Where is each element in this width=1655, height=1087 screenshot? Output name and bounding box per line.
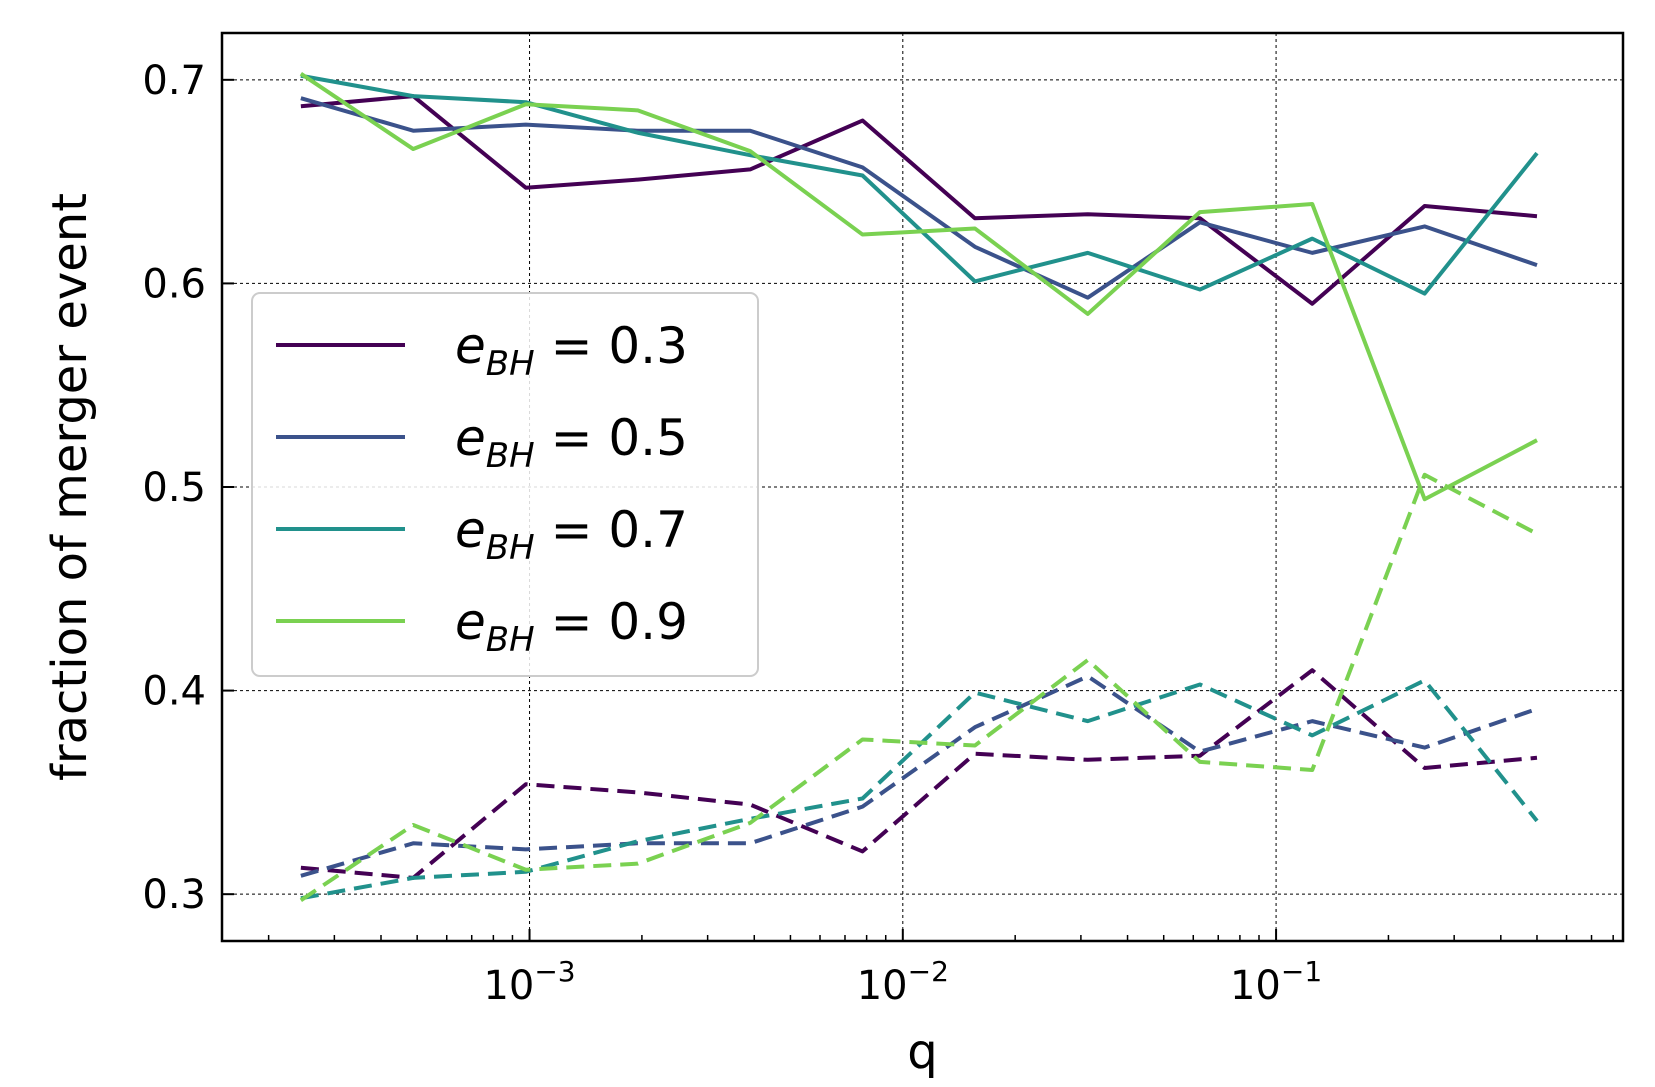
series-4-dashed-line: [299, 472, 1538, 902]
x-axis-ticks: 10−3 10−2 10−1: [483, 929, 1322, 1009]
y-tick-label: 0.7: [142, 58, 206, 104]
y-tick-label: 0.4: [142, 669, 206, 715]
series-layer: [299, 72, 1539, 902]
grid-lines: [222, 33, 1623, 941]
y-axis-label: fraction of merger event: [42, 193, 98, 781]
series-1-solid-line: [300, 94, 1538, 306]
y-tick-label: 0.3: [142, 872, 206, 918]
series-1-dashed-line: [300, 668, 1538, 880]
legend-label: eBH = 0.3: [455, 317, 688, 384]
series-3-dashed-line: [300, 678, 1539, 901]
x-axis-label: q: [907, 1024, 937, 1080]
x-tick-label: 10−2: [857, 955, 949, 1009]
legend: eBH = 0.3 eBH = 0.5 eBH = 0.7 eBH = 0.9: [251, 292, 759, 677]
y-tick-label: 0.5: [142, 465, 206, 511]
legend-label: eBH = 0.9: [455, 593, 688, 660]
legend-box: [251, 292, 759, 677]
legend-label: eBH = 0.7: [455, 501, 688, 568]
x-tick-label: 10−3: [483, 955, 575, 1009]
series-4-solid-line: [299, 72, 1538, 502]
y-axis-ticks: 0.3 0.4 0.5 0.6 0.7: [142, 58, 234, 918]
legend-label: eBH = 0.5: [455, 409, 688, 476]
y-tick-label: 0.6: [142, 261, 206, 307]
x-tick-label: 10−1: [1230, 955, 1322, 1009]
